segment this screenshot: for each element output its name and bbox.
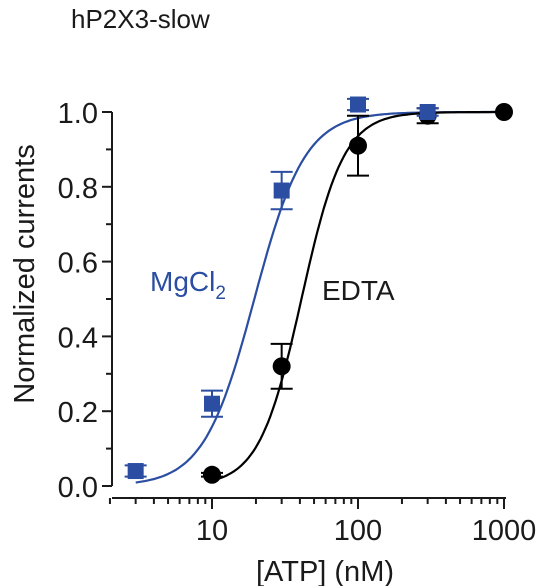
marker-square-series-0: [419, 104, 436, 120]
marker-square-series-0: [127, 463, 144, 480]
y-tick-label: 1.0: [58, 98, 98, 130]
legend-mgcl-subscript: 2: [215, 283, 226, 304]
y-tick-label: 0.4: [58, 322, 98, 354]
legend-label-edta: EDTA: [322, 275, 395, 306]
y-tick-label: 0.6: [58, 248, 98, 280]
marker-circle-series-1: [203, 465, 221, 484]
legend-label-mgcl2: MgCl2: [150, 266, 226, 304]
fit-curves: [135, 110, 504, 484]
legend-mgcl-text: MgCl: [150, 266, 215, 297]
marker-circle-series-1: [349, 136, 367, 155]
fit-curve-series-0: [135, 110, 504, 484]
x-tick-label: 1000: [472, 515, 537, 547]
x-axis: 10 100 1000: [108, 497, 537, 547]
y-axis: 0.0 0.2 0.4 0.6 0.8 1.0: [58, 98, 113, 504]
x-tick-label: 10: [196, 515, 228, 547]
chart-title: hP2X3-slow: [71, 4, 210, 34]
x-tick-label: 100: [334, 515, 382, 547]
y-tick-label: 0.8: [58, 173, 98, 205]
marker-square-series-0: [204, 395, 220, 412]
data-markers: [124, 96, 513, 484]
marker-square-series-0: [273, 182, 290, 199]
x-axis-label: [ATP] (nM): [256, 556, 394, 586]
y-axis-label: Normalized currents: [9, 144, 41, 403]
marker-circle-series-1: [272, 357, 291, 376]
y-tick-label: 0.2: [58, 397, 98, 429]
marker-square-series-0: [350, 96, 366, 113]
y-tick-label: 0.0: [58, 472, 98, 504]
marker-circle-series-1: [495, 103, 513, 121]
